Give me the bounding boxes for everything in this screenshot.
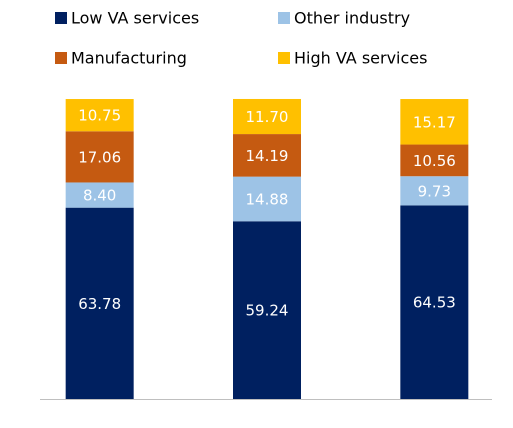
legend-swatch (278, 12, 290, 24)
data-label: 14.19 (246, 147, 289, 165)
legend-swatch (55, 12, 67, 24)
bar-segment (65, 99, 134, 132)
legend-label: High VA services (294, 49, 427, 68)
bar-segment (233, 98, 301, 135)
bar-segment (65, 131, 134, 183)
legend-swatch (55, 52, 67, 64)
bar-segment (400, 205, 469, 399)
data-label: 15.17 (413, 113, 456, 131)
legend-label: Other industry (294, 9, 410, 28)
legend-label: Manufacturing (71, 49, 187, 68)
data-label: 63.78 (78, 295, 121, 313)
data-label: 17.06 (78, 148, 121, 166)
legend-label: Low VA services (71, 9, 199, 28)
data-label: 10.75 (78, 107, 121, 125)
bar-segment (233, 134, 301, 177)
bar-segment (233, 176, 301, 222)
data-label: 64.53 (413, 294, 456, 312)
bar-segment (400, 144, 469, 177)
bar-segment (400, 99, 469, 145)
data-label: 8.40 (83, 187, 116, 205)
data-label: 59.24 (246, 302, 289, 320)
legend-swatch (278, 52, 290, 64)
data-label: 10.56 (413, 152, 456, 170)
data-label: 11.70 (246, 108, 289, 126)
bar-segment (65, 207, 134, 399)
data-label: 14.88 (246, 190, 289, 208)
bar-segment (65, 182, 134, 208)
bar-segment (233, 221, 301, 399)
bar-segment (400, 176, 469, 206)
data-label: 9.73 (418, 182, 451, 200)
